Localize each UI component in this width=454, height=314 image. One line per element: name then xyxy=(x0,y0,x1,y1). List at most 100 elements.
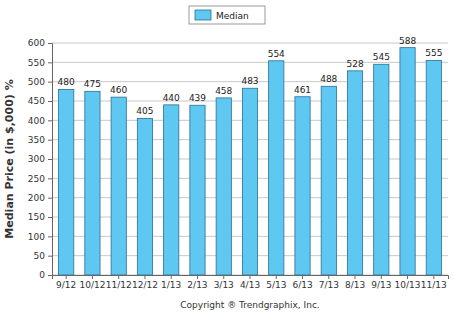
bar xyxy=(216,98,231,275)
bar xyxy=(347,71,362,275)
x-tick: 9/13 xyxy=(371,275,391,290)
y-tick: 150 xyxy=(28,212,52,222)
x-tick-label: 6/13 xyxy=(292,280,312,290)
x-tick-mark xyxy=(92,275,93,279)
x-tick: 10/12 xyxy=(79,275,105,290)
legend-frame xyxy=(189,6,265,24)
x-tick: 2/13 xyxy=(187,275,207,290)
x-tick: 10/13 xyxy=(395,275,421,290)
x-tick-label: 5/13 xyxy=(266,280,286,290)
x-tick-mark xyxy=(302,275,303,279)
y-axis-line xyxy=(48,44,53,276)
x-tick-mark xyxy=(433,275,434,279)
y-tick: 400 xyxy=(28,116,52,126)
x-tick: 4/13 xyxy=(240,275,260,290)
x-tick-mark xyxy=(381,275,382,279)
x-tick: 12/12 xyxy=(132,275,158,290)
y-tick: 500 xyxy=(28,77,52,87)
x-tick-label: 3/13 xyxy=(214,280,234,290)
chart-svg: 4804754604054404394584835544614885285455… xyxy=(0,0,454,314)
data-label: 488 xyxy=(320,74,337,84)
data-label: 480 xyxy=(58,77,75,87)
y-tick-mark xyxy=(48,198,52,199)
data-label: 439 xyxy=(189,93,206,103)
data-label: 588 xyxy=(399,36,416,46)
data-label: 475 xyxy=(84,79,101,89)
chart-container: 4804754604054404394584835544614885285455… xyxy=(0,0,454,314)
x-tick-mark xyxy=(276,275,277,279)
y-tick-mark xyxy=(48,159,52,160)
y-tick-label: 150 xyxy=(28,212,45,222)
x-tick: 6/13 xyxy=(292,275,312,290)
y-tick-label: 300 xyxy=(28,154,45,164)
x-tick: 3/13 xyxy=(214,275,234,290)
y-tick-label: 600 xyxy=(28,38,45,48)
x-tick-label: 11/12 xyxy=(106,280,132,290)
y-tick-label: 100 xyxy=(28,232,45,242)
data-label: 483 xyxy=(241,76,258,86)
x-tick-label: 8/13 xyxy=(345,280,365,290)
data-label: 460 xyxy=(110,85,127,95)
x-tick-mark xyxy=(66,275,67,279)
y-tick-mark xyxy=(48,101,52,102)
x-tick: 8/13 xyxy=(345,275,365,290)
x-tick-mark xyxy=(223,275,224,279)
y-tick-mark xyxy=(48,236,52,237)
data-label: 405 xyxy=(136,106,153,116)
x-tick-label: 9/12 xyxy=(56,280,76,290)
y-tick-mark xyxy=(48,140,52,141)
x-tick-mark xyxy=(144,275,145,279)
data-label: 440 xyxy=(163,93,180,103)
x-tick-label: 2/13 xyxy=(187,280,207,290)
y-tick-label: 550 xyxy=(28,58,45,68)
y-tick-label: 200 xyxy=(28,193,45,203)
x-tick-mark xyxy=(355,275,356,279)
y-tick-mark xyxy=(48,62,52,63)
bar xyxy=(85,91,100,275)
y-tick-mark xyxy=(48,217,52,218)
y-tick: 450 xyxy=(28,96,52,106)
x-tick: 11/13 xyxy=(421,275,447,290)
bar xyxy=(164,105,179,275)
x-tick-mark xyxy=(118,275,119,279)
x-tick-label: 12/12 xyxy=(132,280,158,290)
bar xyxy=(59,89,74,275)
y-axis-title: Median Price (in $,000) % xyxy=(3,79,16,238)
x-tick-label: 10/13 xyxy=(395,280,421,290)
x-tick-mark xyxy=(328,275,329,279)
y-tick: 250 xyxy=(28,174,52,184)
x-axis: 9/1210/1211/1212/121/13 2/13 3/13 4/13 5/13 6… xyxy=(53,275,449,290)
y-tick: 100 xyxy=(28,232,52,242)
y-axis: 050100150200250300350400450500550600 xyxy=(28,38,53,280)
bar xyxy=(137,118,152,275)
bar xyxy=(374,64,389,275)
data-labels: 4804754604054404394584835544614885285455… xyxy=(58,36,443,117)
data-label: 545 xyxy=(373,52,390,62)
bar xyxy=(242,88,257,275)
data-label: 461 xyxy=(294,85,311,95)
y-tick: 50 xyxy=(34,251,52,261)
x-tick: 9/12 xyxy=(56,275,76,290)
y-tick-mark xyxy=(48,43,52,44)
x-tick: 1/13 xyxy=(161,275,181,290)
x-tick: 5/13 xyxy=(266,275,286,290)
x-tick: 11/12 xyxy=(106,275,132,290)
x-tick-label: 11/13 xyxy=(421,280,447,290)
y-tick: 600 xyxy=(28,38,52,48)
data-label: 528 xyxy=(346,59,363,69)
y-tick: 200 xyxy=(28,193,52,203)
y-tick-mark xyxy=(48,275,52,276)
y-tick-label: 400 xyxy=(28,116,45,126)
data-label: 555 xyxy=(425,48,442,58)
bar xyxy=(295,97,310,275)
y-tick-label: 0 xyxy=(39,270,45,280)
y-tick-label: 50 xyxy=(34,251,46,261)
x-tick: 7/13 xyxy=(319,275,339,290)
legend-swatch xyxy=(195,10,211,20)
y-tick: 0 xyxy=(39,270,52,280)
x-tick-label: 9/13 xyxy=(371,280,391,290)
bars xyxy=(59,48,442,275)
y-tick-mark xyxy=(48,178,52,179)
bar xyxy=(269,61,284,275)
plot: 4804754604054404394584835544614885285455… xyxy=(28,36,449,291)
